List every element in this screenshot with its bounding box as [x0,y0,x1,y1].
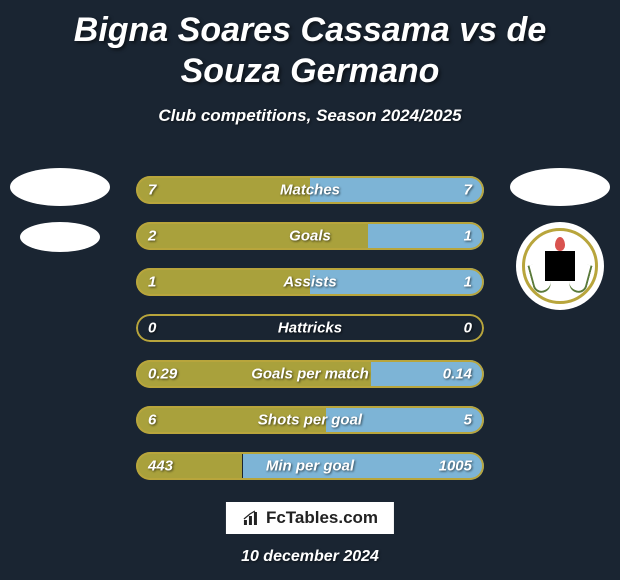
stat-label: Matches [280,182,340,199]
player1-photo-placeholder [10,168,110,206]
stat-label: Assists [283,274,336,291]
stat-row: Assists 1 1 [136,268,484,296]
branding-badge: FcTables.com [226,502,394,534]
stat-value-right: 1 [464,228,472,245]
stat-row: Goals 2 1 [136,222,484,250]
player1-club-placeholder [20,222,100,252]
stat-value-right: 7 [464,182,472,199]
player2-column [510,168,610,310]
stat-value-right: 5 [464,412,472,429]
date-text: 10 december 2024 [241,548,379,566]
player2-club-logo [516,222,604,310]
stat-value-left: 2 [148,228,156,245]
stat-value-left: 6 [148,412,156,429]
stat-value-left: 1 [148,274,156,291]
comparison-subtitle: Club competitions, Season 2024/2025 [0,106,620,126]
player1-column [10,168,110,252]
stat-row: Shots per goal 6 5 [136,406,484,434]
stat-label: Min per goal [266,458,354,475]
branding-text: FcTables.com [266,508,378,528]
stats-bars: Matches 7 7 Goals 2 1 Assists 1 1 Hattricks 0 0 Goal… [136,176,484,480]
stat-value-right: 0 [464,320,472,337]
stat-value-left: 7 [148,182,156,199]
chart-icon [242,509,260,527]
stat-row: Matches 7 7 [136,176,484,204]
stat-label: Hattricks [278,320,342,337]
stat-row: Min per goal 443 1005 [136,452,484,480]
stat-label: Goals [289,228,331,245]
player2-photo-placeholder [510,168,610,206]
stat-label: Shots per goal [258,412,362,429]
stat-value-right: 0.14 [443,366,472,383]
stat-value-left: 0 [148,320,156,337]
stat-fill-left [136,222,368,250]
stat-value-right: 1 [464,274,472,291]
ittihad-kalba-crest-icon [522,228,598,304]
stat-row: Hattricks 0 0 [136,314,484,342]
stat-label: Goals per match [251,366,369,383]
stat-value-left: 0.29 [148,366,177,383]
stat-row: Goals per match 0.29 0.14 [136,360,484,388]
stat-value-left: 443 [148,458,173,475]
comparison-title: Bigna Soares Cassama vs de Souza Germano [0,0,620,92]
stat-value-right: 1005 [439,458,472,475]
